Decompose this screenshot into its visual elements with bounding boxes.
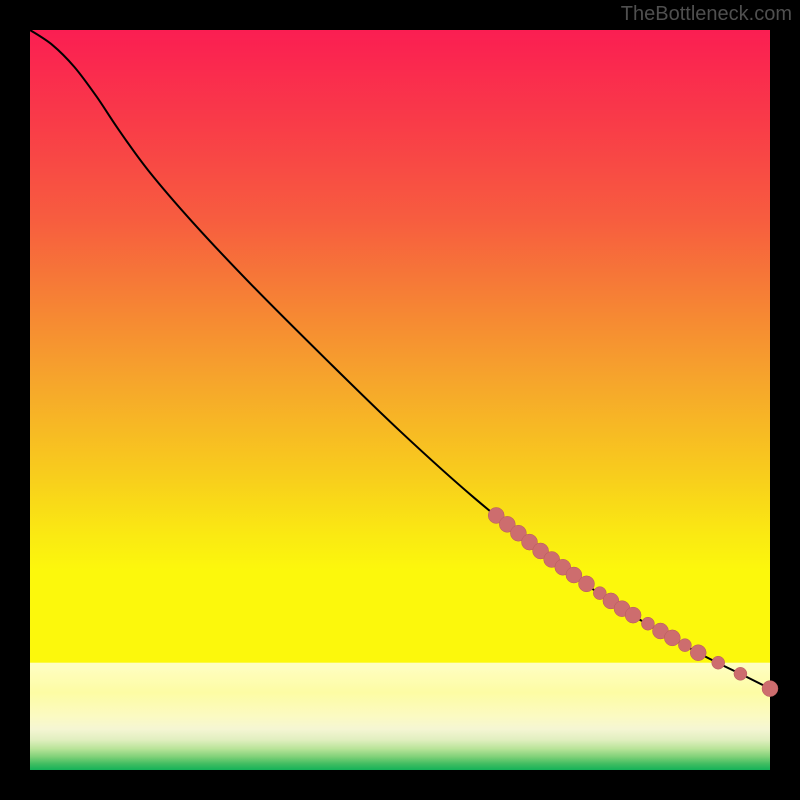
curve-marker xyxy=(762,681,778,697)
plot-gradient-upper xyxy=(30,30,770,663)
chart-container: TheBottleneck.com xyxy=(0,0,800,800)
curve-marker xyxy=(678,639,691,652)
curve-marker xyxy=(690,645,706,661)
curve-marker xyxy=(712,656,725,669)
curve-marker xyxy=(625,607,641,623)
gradient-chart xyxy=(0,0,800,800)
attribution-label: TheBottleneck.com xyxy=(621,3,792,26)
curve-marker xyxy=(641,617,654,630)
plot-gradient-band xyxy=(30,663,770,770)
curve-marker xyxy=(578,576,594,592)
curve-marker xyxy=(664,630,680,646)
curve-marker xyxy=(734,667,747,680)
